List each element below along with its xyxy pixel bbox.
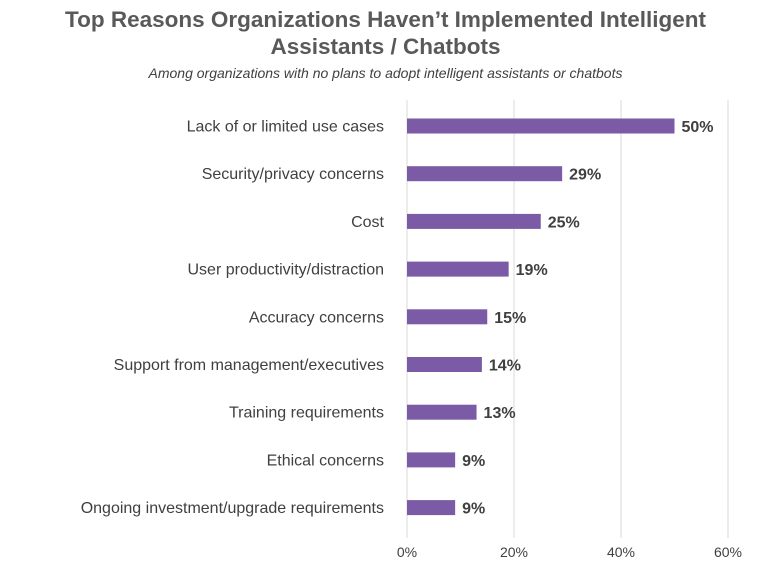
- category-label: User productivity/distraction: [187, 262, 384, 279]
- bar: [407, 118, 675, 134]
- data-label: 15%: [494, 310, 526, 327]
- bar: [407, 166, 563, 182]
- category-label: Ethical concerns: [267, 452, 384, 469]
- chart-title-line-1: Top Reasons Organizations Haven’t Implem…: [65, 7, 706, 32]
- data-label: 9%: [462, 501, 485, 518]
- category-label: Lack of or limited use cases: [187, 119, 384, 136]
- x-tick-label: 60%: [714, 544, 742, 560]
- category-label: Accuracy concerns: [249, 309, 384, 326]
- chart-title-line-2: Assistants / Chatbots: [270, 34, 501, 59]
- data-label: 9%: [462, 453, 485, 470]
- category-label: Support from management/executives: [114, 357, 384, 374]
- data-label: 25%: [548, 214, 580, 231]
- x-tick-label: 20%: [500, 544, 528, 560]
- bar: [407, 357, 482, 372]
- category-label: Training requirements: [229, 405, 384, 422]
- bar: [407, 404, 477, 420]
- bar: [407, 213, 541, 229]
- x-tick-label: 0%: [397, 544, 417, 560]
- data-label: 50%: [682, 119, 714, 136]
- category-label: Cost: [351, 214, 384, 231]
- category-label: Ongoing investment/upgrade requirements: [81, 500, 384, 517]
- data-label: 13%: [484, 405, 516, 422]
- chart-subtitle: Among organizations with no plans to ado…: [148, 65, 623, 81]
- data-label: 29%: [569, 167, 601, 184]
- data-label: 14%: [489, 358, 521, 375]
- chart-title: Top Reasons Organizations Haven’t Implem…: [0, 6, 771, 60]
- bar: [407, 452, 456, 468]
- data-label: 19%: [516, 262, 548, 279]
- bar: [407, 500, 456, 516]
- category-label: Security/privacy concerns: [202, 166, 384, 183]
- bar: [407, 309, 488, 325]
- bar: [407, 261, 509, 277]
- x-tick-label: 40%: [607, 544, 635, 560]
